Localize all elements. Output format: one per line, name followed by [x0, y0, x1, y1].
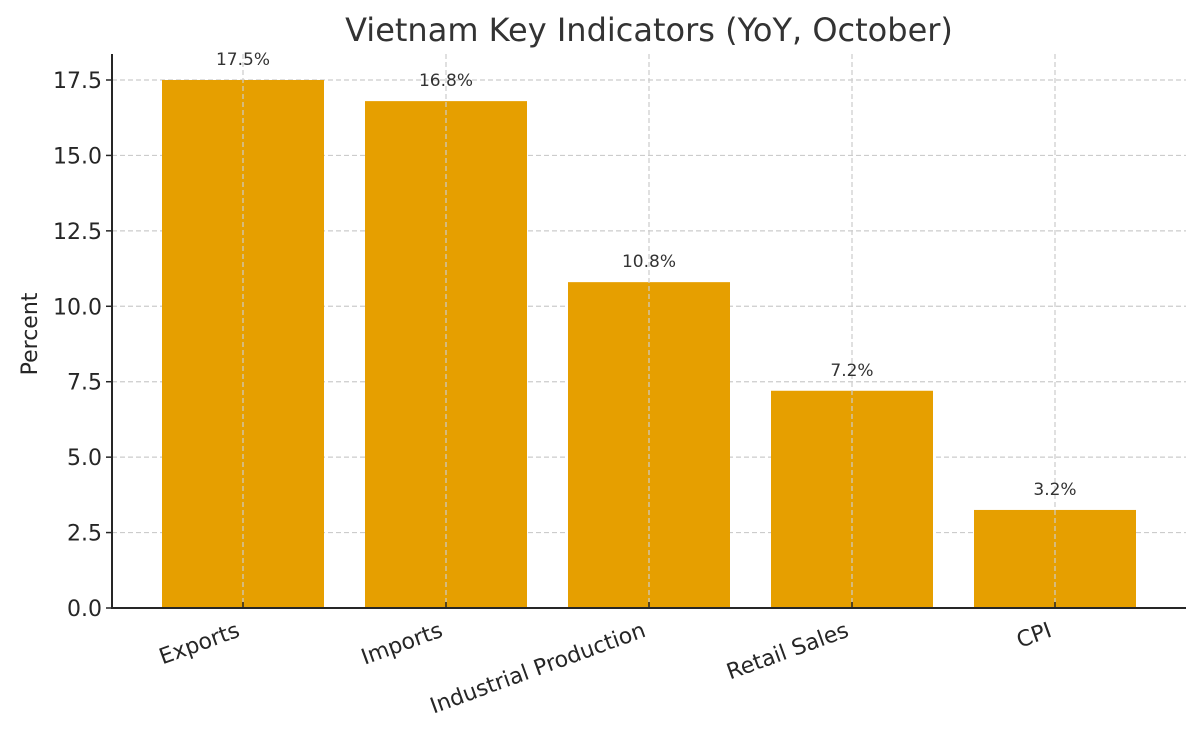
y-tick-label: 17.5 [53, 69, 102, 94]
vertical-gridlines [242, 54, 1056, 608]
data-label: 7.2% [830, 361, 873, 381]
y-tick-label: 7.5 [67, 371, 102, 396]
x-tick-label: Industrial Production [427, 618, 649, 719]
axes [106, 54, 1186, 609]
y-tick-label: 5.0 [67, 446, 102, 471]
data-label: 10.8% [622, 252, 676, 272]
data-label: 16.8% [419, 71, 473, 91]
data-labels: 17.5% 16.8% 10.8% 7.2% 3.2% [216, 50, 1077, 500]
x-tick-label: CPI [1013, 618, 1055, 654]
chart-title: Vietnam Key Indicators (YoY, October) [345, 11, 953, 49]
data-label: 17.5% [216, 50, 270, 70]
x-tick-label: Retail Sales [723, 618, 852, 685]
y-tick-label: 2.5 [67, 522, 102, 547]
y-tick-label: 0.0 [67, 597, 102, 622]
y-axis-label: Percent [18, 292, 43, 375]
x-tick-label: Exports [156, 618, 243, 670]
x-tick-label: Imports [358, 618, 446, 670]
y-tick-label: 12.5 [53, 220, 102, 245]
y-tick-label: 15.0 [53, 144, 102, 169]
data-label: 3.2% [1033, 480, 1076, 500]
y-tick-label: 10.0 [53, 295, 102, 320]
